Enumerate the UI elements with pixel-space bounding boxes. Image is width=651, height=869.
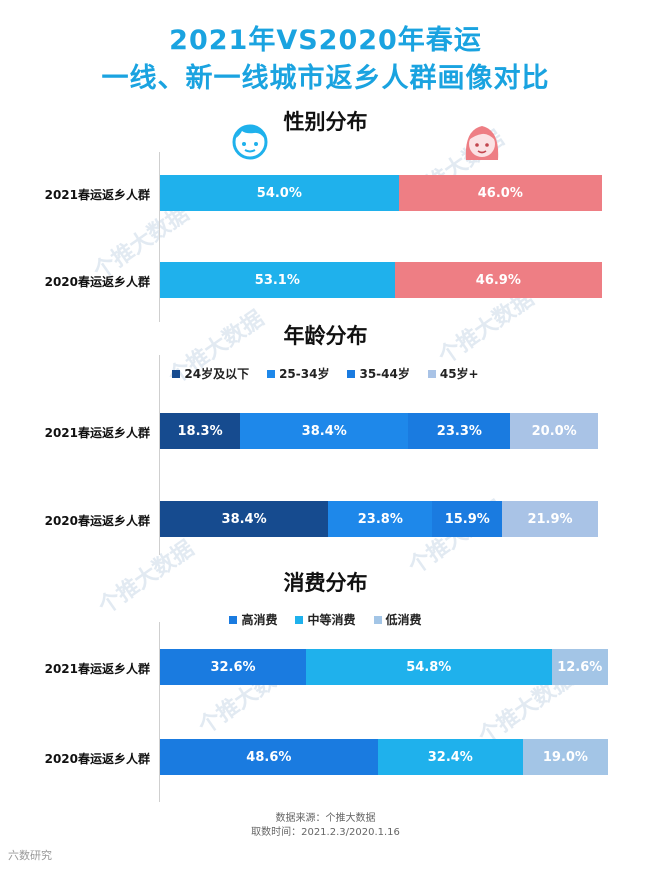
consumption-legend: 高消费 中等消费 低消费 (0, 611, 651, 628)
title-line-1: 2021年VS2020年春运 (169, 25, 482, 56)
source-line-1: 数据来源：个推大数据 (275, 813, 376, 824)
legend-swatch (373, 615, 382, 624)
bar-segment: 23.8% (328, 501, 433, 537)
gender-row-label-2020: 2020春运返乡人群 (44, 275, 150, 289)
bar-segment: 48.6% (160, 739, 378, 775)
bar-segment: 21.9% (502, 501, 598, 537)
bar-segment: 19.0% (522, 739, 608, 775)
age-bar-2020: 38.4% 23.8% 15.9% 21.9% (160, 501, 598, 537)
age-legend: 24岁及以下 25-34岁 35-44岁 45岁+ (0, 365, 651, 382)
consumption-bar-2020: 48.6% 32.4% 19.0% (160, 739, 608, 775)
bar-segment: 15.9% (432, 501, 503, 537)
bar-segment: 54.0% (160, 175, 399, 211)
legend-label: 高消费 (241, 613, 278, 627)
bar-segment: 20.0% (510, 413, 598, 449)
legend-label: 35-44岁 (359, 367, 410, 381)
gender-section-title: 性别分布 (283, 110, 368, 134)
legend-label: 低消费 (385, 613, 422, 627)
legend-item: 25-34岁 (267, 365, 329, 382)
legend-item: 中等消费 (295, 611, 356, 628)
bar-segment: 32.4% (377, 739, 523, 775)
legend-label: 24岁及以下 (184, 367, 250, 381)
legend-item: 低消费 (373, 611, 422, 628)
bar-segment: 38.4% (160, 501, 329, 537)
age-axis-line (159, 355, 160, 555)
legend-item: 24岁及以下 (172, 365, 249, 382)
age-row-label-2021: 2021春运返乡人群 (44, 426, 150, 440)
gender-axis-line (159, 152, 160, 322)
legend-swatch (427, 369, 436, 378)
consumption-axis-line (159, 622, 160, 802)
consumption-bar-2021: 32.6% 54.8% 12.6% (160, 649, 608, 685)
girl-face-icon (465, 126, 499, 160)
legend-swatch (267, 369, 276, 378)
legend-swatch (172, 369, 181, 378)
legend-label: 45岁+ (439, 367, 479, 381)
consumption-row-label-2020: 2020春运返乡人群 (44, 752, 150, 766)
legend-item: 高消费 (229, 611, 277, 628)
corner-logo: 六数研究 (8, 849, 52, 862)
legend-item: 45岁+ (427, 365, 479, 382)
gender-bar-2021: 54.0% 46.0% (160, 175, 602, 211)
legend-swatch (347, 369, 356, 378)
source-line-2: 取数时间：2021.2.3/2020.1.16 (251, 827, 400, 838)
legend-item: 35-44岁 (347, 365, 410, 382)
gender-row-label-2021: 2021春运返乡人群 (44, 188, 150, 202)
legend-swatch (295, 615, 304, 624)
bar-segment: 53.1% (160, 262, 395, 298)
title-line-2: 一线、新一线城市返乡人群画像对比 (101, 63, 550, 94)
legend-label: 25-34岁 (279, 367, 330, 381)
bar-segment: 46.9% (394, 262, 602, 298)
bar-segment: 12.6% (551, 649, 608, 685)
age-bar-2021: 18.3% 38.4% 23.3% 20.0% (160, 413, 598, 449)
age-row-label-2020: 2020春运返乡人群 (44, 514, 150, 528)
bar-segment: 46.0% (398, 175, 602, 211)
gender-bar-2020: 53.1% 46.9% (160, 262, 602, 298)
legend-swatch (229, 615, 238, 624)
consumption-section-title: 消费分布 (283, 571, 368, 595)
bar-segment: 23.3% (408, 413, 511, 449)
age-section-title: 年龄分布 (283, 324, 368, 348)
bar-segment: 18.3% (160, 413, 241, 449)
bar-segment: 54.8% (306, 649, 552, 685)
consumption-row-label-2021: 2021春运返乡人群 (44, 662, 150, 676)
legend-label: 中等消费 (307, 613, 356, 627)
bar-segment: 38.4% (240, 413, 409, 449)
boy-face-icon (232, 124, 268, 160)
bar-segment: 32.6% (160, 649, 307, 685)
